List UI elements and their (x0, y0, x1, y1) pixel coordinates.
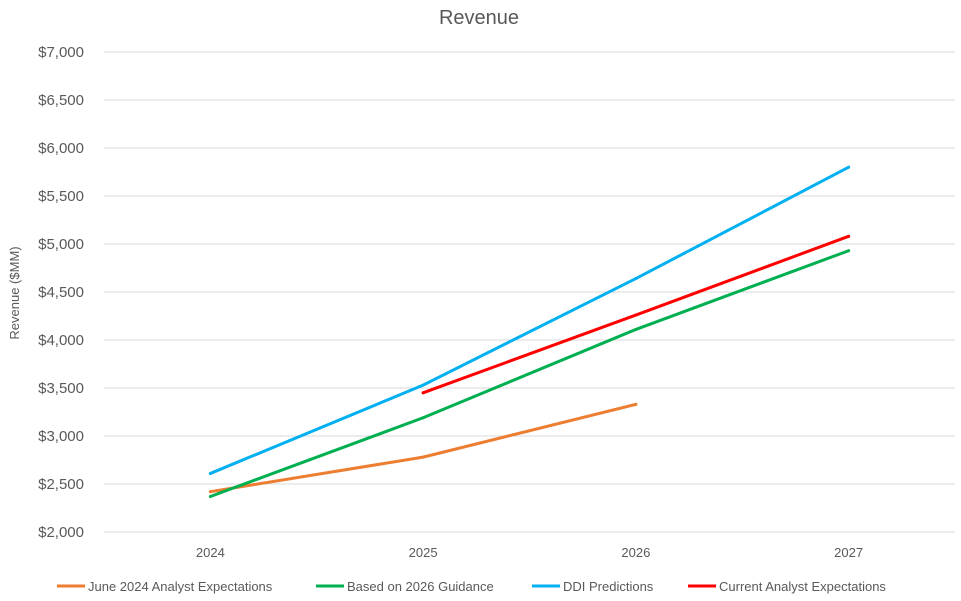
series-line-2 (208, 165, 851, 475)
data-point (634, 277, 638, 281)
y-tick-label: $2,000 (38, 524, 84, 541)
x-tick-label: 2026 (621, 545, 650, 560)
legend-label: June 2024 Analyst Expectations (88, 579, 273, 594)
series-line-1 (208, 249, 851, 498)
gridlines (104, 51, 955, 533)
y-tick-label: $6,500 (38, 92, 84, 109)
data-point (634, 313, 638, 317)
legend-entry-3: Current Analyst Expectations (688, 579, 886, 594)
data-point (847, 249, 851, 253)
data-point (208, 490, 212, 494)
data-point (208, 471, 212, 475)
legend-entry-2: DDI Predictions (532, 579, 654, 594)
data-point (634, 402, 638, 406)
data-point (634, 327, 638, 331)
legend-label: Based on 2026 Guidance (347, 579, 494, 594)
x-tick-label: 2024 (196, 545, 225, 560)
x-axis-ticks: 2024 2025 2026 2027 (196, 545, 863, 560)
y-tick-label: $4,500 (38, 284, 84, 301)
y-tick-label: $3,500 (38, 380, 84, 397)
legend: June 2024 Analyst Expectations Based on 2… (57, 579, 886, 594)
data-point (421, 383, 425, 387)
x-tick-label: 2025 (409, 545, 438, 560)
series-lines (208, 165, 851, 498)
y-tick-label: $6,000 (38, 140, 84, 157)
y-tick-label: $3,000 (38, 428, 84, 445)
y-axis-label: Revenue ($MM) (7, 246, 22, 339)
legend-label: DDI Predictions (563, 579, 654, 594)
data-point (847, 234, 851, 238)
data-point (208, 494, 212, 498)
y-tick-label: $7,000 (38, 44, 84, 61)
y-tick-label: $5,000 (38, 236, 84, 253)
y-tick-label: $5,500 (38, 188, 84, 205)
y-tick-label: $4,000 (38, 332, 84, 349)
y-tick-label: $2,500 (38, 476, 84, 493)
x-tick-label: 2027 (834, 545, 863, 560)
data-point (421, 416, 425, 420)
legend-entry-1: Based on 2026 Guidance (316, 579, 494, 594)
legend-label: Current Analyst Expectations (719, 579, 886, 594)
legend-entry-0: June 2024 Analyst Expectations (57, 579, 273, 594)
chart-title: Revenue (439, 7, 519, 29)
data-point (421, 455, 425, 459)
y-axis-ticks: $2,000 $2,500 $3,000 $3,500 $4,000 $4,500 $5,0… (38, 44, 84, 541)
data-point (421, 391, 425, 395)
data-point (847, 165, 851, 169)
